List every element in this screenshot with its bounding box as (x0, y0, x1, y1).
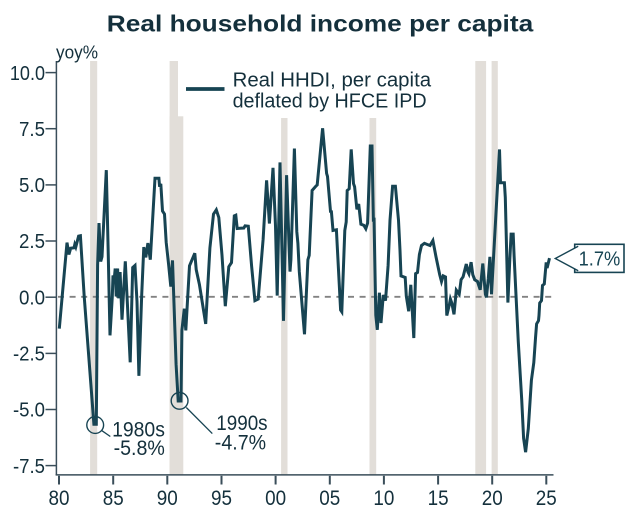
svg-text:95: 95 (211, 487, 232, 510)
svg-text:20: 20 (482, 487, 503, 510)
svg-text:Real household income per capi: Real household income per capita (107, 10, 535, 36)
svg-text:00: 00 (265, 487, 286, 510)
svg-text:0.0: 0.0 (19, 287, 45, 309)
svg-text:5.0: 5.0 (19, 175, 45, 197)
svg-text:Real HHDI, per capita: Real HHDI, per capita (233, 70, 432, 92)
svg-text:deflated by HFCE IPD: deflated by HFCE IPD (233, 90, 427, 112)
svg-text:90: 90 (157, 487, 178, 510)
svg-text:2.5: 2.5 (19, 231, 45, 253)
svg-text:10.0: 10.0 (10, 63, 45, 85)
svg-text:1.7%: 1.7% (579, 248, 621, 270)
svg-text:80: 80 (49, 487, 70, 510)
svg-text:10: 10 (373, 487, 394, 510)
svg-text:1990s: 1990s (216, 412, 267, 435)
svg-text:25: 25 (536, 487, 557, 510)
svg-text:-7.5: -7.5 (13, 456, 45, 478)
svg-text:7.5: 7.5 (19, 119, 45, 141)
svg-text:85: 85 (103, 487, 124, 510)
svg-text:-5.8%: -5.8% (114, 437, 165, 460)
svg-text:05: 05 (319, 487, 340, 510)
svg-text:1980s: 1980s (112, 419, 165, 442)
svg-text:yoy%: yoy% (56, 43, 98, 63)
svg-text:-4.7%: -4.7% (215, 432, 266, 455)
svg-text:-5.0: -5.0 (13, 400, 45, 422)
svg-text:-2.5: -2.5 (13, 344, 45, 366)
svg-text:15: 15 (428, 487, 449, 510)
